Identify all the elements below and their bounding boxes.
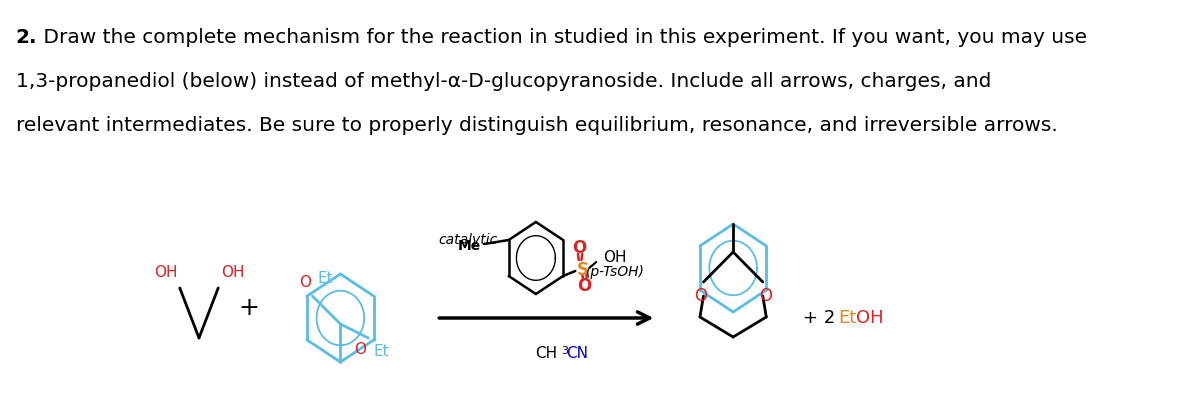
Text: relevant intermediates. Be sure to properly distinguish equilibrium, resonance, : relevant intermediates. Be sure to prope… [16,116,1057,135]
Text: Draw the complete mechanism for the reaction in studied in this experiment. If y: Draw the complete mechanism for the reac… [37,28,1087,47]
Text: 2.: 2. [16,28,37,47]
Text: catalytic: catalytic [438,233,498,247]
Text: Et: Et [318,271,334,286]
Text: Me: Me [457,239,481,253]
Text: OH: OH [856,309,884,327]
Text: 1,3-propanediol (below) instead of methyl-α-D-glucopyranoside. Include all arrow: 1,3-propanediol (below) instead of methy… [16,72,991,91]
Text: CH: CH [535,346,558,361]
Text: O: O [577,277,592,295]
Text: CN: CN [566,346,588,361]
Text: Et: Et [373,344,389,359]
Text: Et: Et [838,309,856,327]
Text: O: O [758,287,772,305]
Text: S: S [576,261,588,279]
Text: O: O [571,239,586,257]
Text: 3: 3 [562,346,568,356]
Text: + 2: + 2 [803,309,841,327]
Text: O: O [299,275,311,290]
Text: (p-TsOH): (p-TsOH) [586,265,644,279]
Text: OH: OH [154,265,178,280]
Text: OH: OH [221,265,245,280]
Text: O: O [695,287,707,305]
Text: +: + [239,296,259,320]
Text: O: O [354,342,366,357]
Text: OH: OH [604,251,626,265]
